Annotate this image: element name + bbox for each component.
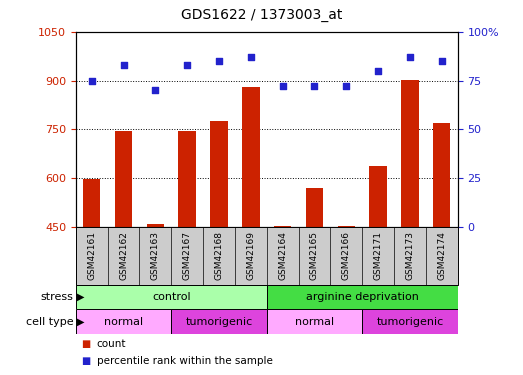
Text: GSM42163: GSM42163 [151, 231, 160, 280]
Text: GSM42167: GSM42167 [183, 231, 192, 280]
Point [278, 84, 287, 90]
Bar [83, 179, 100, 227]
Bar [267, 285, 458, 309]
Bar [172, 309, 267, 334]
Text: control: control [152, 292, 190, 302]
Point [119, 62, 128, 68]
Text: ▶: ▶ [77, 292, 84, 302]
Text: tumorigenic: tumorigenic [376, 316, 444, 327]
Bar [337, 226, 355, 227]
Point [374, 68, 382, 74]
Bar [362, 309, 458, 334]
Bar [401, 80, 418, 227]
Text: count: count [97, 339, 126, 349]
Point [342, 84, 350, 90]
Text: normal: normal [104, 316, 143, 327]
Bar [210, 121, 228, 227]
Text: GSM42171: GSM42171 [373, 231, 383, 280]
Point [183, 62, 191, 68]
Text: GSM42162: GSM42162 [119, 231, 128, 280]
Text: arginine deprivation: arginine deprivation [306, 292, 418, 302]
Text: percentile rank within the sample: percentile rank within the sample [97, 356, 272, 366]
Bar [267, 309, 362, 334]
Bar [115, 131, 132, 227]
Text: GSM42169: GSM42169 [246, 231, 255, 280]
Point [87, 78, 96, 84]
Point [310, 84, 319, 90]
Text: GSM42173: GSM42173 [405, 231, 414, 280]
Text: ■: ■ [81, 356, 90, 366]
Point [438, 58, 446, 64]
Bar [76, 285, 267, 309]
Bar [146, 224, 164, 227]
Bar [369, 166, 387, 227]
Text: GSM42164: GSM42164 [278, 231, 287, 280]
Text: GSM42161: GSM42161 [87, 231, 96, 280]
Text: tumorigenic: tumorigenic [185, 316, 253, 327]
Text: GSM42166: GSM42166 [342, 231, 351, 280]
Point [151, 87, 160, 93]
Bar [433, 123, 450, 227]
Text: stress: stress [40, 292, 73, 302]
Bar [76, 309, 172, 334]
Bar [242, 87, 259, 227]
Text: cell type: cell type [26, 316, 73, 327]
Text: ▶: ▶ [77, 316, 84, 327]
Text: GSM42165: GSM42165 [310, 231, 319, 280]
Text: GDS1622 / 1373003_at: GDS1622 / 1373003_at [181, 9, 342, 22]
Bar [274, 226, 291, 227]
Bar [178, 131, 196, 227]
Bar [306, 188, 323, 227]
Text: GSM42168: GSM42168 [214, 231, 223, 280]
Text: normal: normal [295, 316, 334, 327]
Point [247, 54, 255, 60]
Text: GSM42174: GSM42174 [437, 231, 446, 280]
Point [406, 54, 414, 60]
Point [215, 58, 223, 64]
Text: ■: ■ [81, 339, 90, 349]
